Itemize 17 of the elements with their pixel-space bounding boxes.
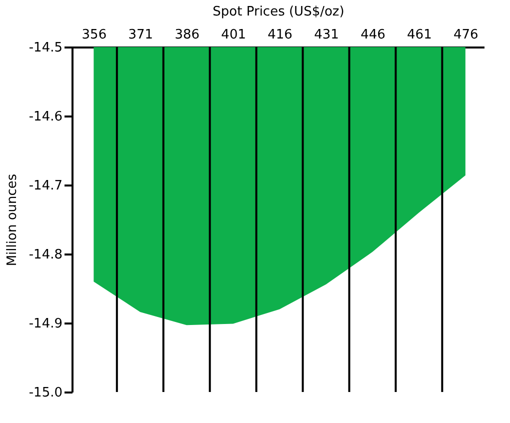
y-axis-title: Million ounces [4,174,20,266]
x-tick-label: 416 [268,28,292,42]
x-tick-label: 386 [174,28,200,42]
x-tick-label: 461 [407,28,432,42]
y-tick-label: -15.0 [28,386,62,400]
y-tick-label: -14.7 [28,178,62,194]
x-tick-label: 356 [82,28,107,42]
y-tick-label: -14.8 [28,248,62,262]
x-tick-label: 431 [314,28,339,42]
x-tick-label: 476 [454,28,478,42]
y-tick-label: -14.6 [28,110,62,124]
x-tick-label: 446 [360,28,386,42]
x-axis-title: Spot Prices (US$/oz) [212,4,344,20]
x-tick-label: 401 [221,28,246,42]
x-tick-label: 371 [128,28,154,42]
y-tick-label: -14.9 [28,316,62,332]
y-tick-label: -14.5 [28,40,62,56]
